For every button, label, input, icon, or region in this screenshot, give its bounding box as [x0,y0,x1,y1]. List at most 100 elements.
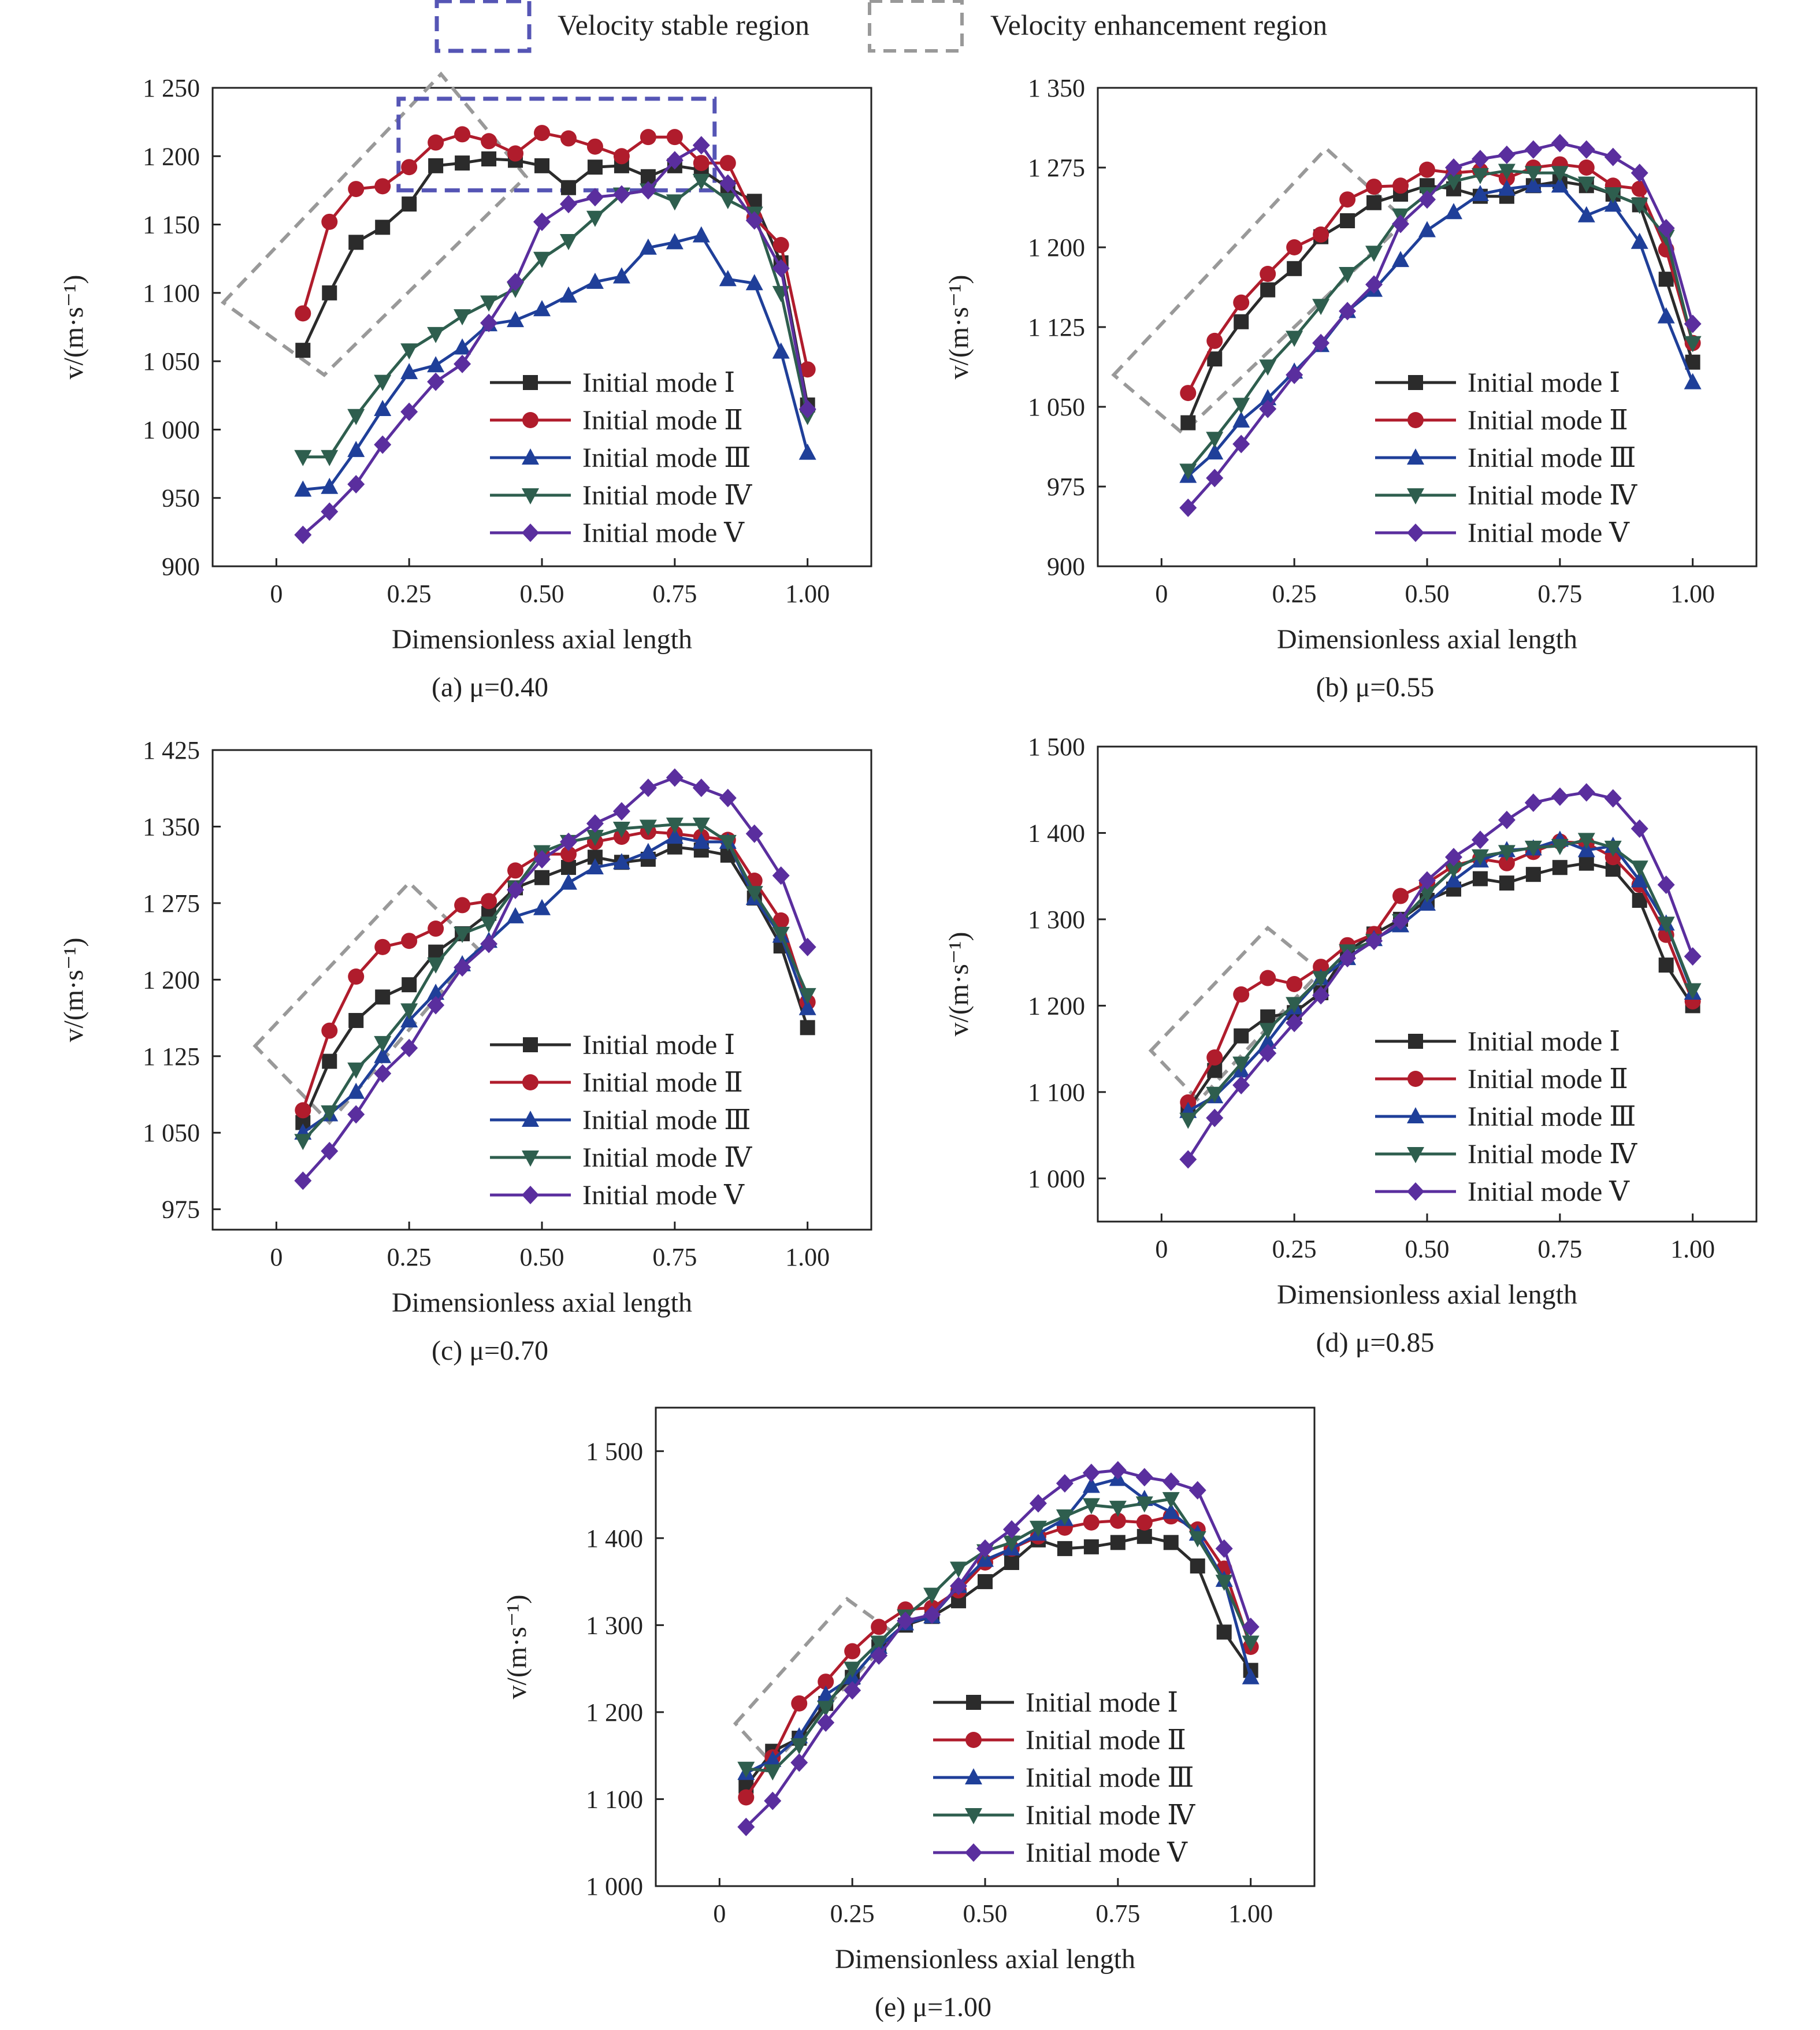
data-point [455,155,470,171]
x-tick-label: 1.00 [1228,1899,1273,1928]
y-tick-label: 1 500 [586,1437,643,1465]
data-point [586,858,604,875]
chart-panel-1: 0 0.25 0.50 0.75 1.00 900 950 1 000 1 050 1 100 1 … [58,71,872,703]
data-point [666,827,684,844]
data-point [818,1673,834,1690]
x-tick-label: 1.00 [785,1243,830,1271]
y-tick-label: 1 275 [1028,154,1085,182]
data-point [844,1661,861,1678]
data-point [1232,411,1250,428]
data-point [923,1605,941,1624]
data-point [1444,158,1462,177]
data-point [772,237,789,254]
data-point [639,181,657,200]
data-point [375,220,391,235]
data-point [347,1105,365,1124]
legend-label: Initial mode Ⅳ [582,480,752,511]
data-point [1577,176,1595,193]
data-point [322,1053,337,1069]
data-point [1162,1492,1180,1509]
data-point [321,502,339,521]
legend-marker [1407,524,1424,542]
data-point [402,196,417,212]
y-tick-label: 975 [1047,473,1085,501]
data-point [1498,179,1516,196]
legend-label: Initial mode Ⅰ [582,1030,735,1060]
x-tick-label: 0.50 [1405,580,1450,608]
data-point [1418,221,1436,237]
data-point [798,988,816,1004]
data-point [1577,140,1595,159]
legend-label: Initial mode Ⅲ [1026,1762,1194,1793]
data-point [1109,1501,1127,1517]
x-tick-label: 0.25 [1272,1235,1317,1263]
data-point [1498,145,1516,164]
x-tick-label: 0.75 [1537,1235,1582,1263]
data-point [639,843,657,859]
series-4 [1179,164,1702,480]
y-tick-label: 1 050 [1028,393,1085,421]
data-point [347,440,365,457]
data-point [1232,1075,1250,1094]
data-point [745,211,763,230]
legend-label: Initial mode Ⅳ [1468,480,1637,511]
data-point [666,233,684,250]
data-point [586,210,604,227]
data-point [348,968,365,985]
y-tick-label: 900 [162,552,200,581]
data-point [1684,373,1702,389]
data-point [1188,1531,1206,1547]
data-point [870,1646,888,1665]
data-point [559,832,577,851]
enhancement-region-label: Velocity enhancement region [990,9,1327,41]
series-4 [294,173,816,466]
panel-caption: (b) μ=0.55 [1316,672,1435,703]
data-point [1179,498,1197,517]
x-axis-label: Dimensionless axial length [1277,624,1577,655]
legend-label: Initial mode Ⅴ [1026,1838,1188,1868]
data-point [534,125,550,142]
data-point [1604,195,1622,212]
data-point [1577,783,1595,802]
data-point [1365,275,1383,294]
data-point [1259,399,1277,418]
data-point [950,1561,968,1578]
x-axis-label: Dimensionless axial length [392,1287,692,1318]
data-point [764,1764,782,1781]
data-point [1339,302,1357,321]
data-point [1232,1056,1250,1073]
series-5 [294,768,816,1190]
data-point [454,897,471,914]
legend-marker [1407,448,1424,465]
data-point [666,817,684,834]
x-tick-label: 0 [713,1899,726,1928]
data-point [374,374,392,391]
data-point [1029,1520,1047,1537]
data-point [1419,161,1435,178]
data-point [1286,239,1303,255]
data-point [401,159,418,176]
data-point [798,399,816,418]
data-point [1260,266,1276,282]
data-point [1056,1474,1074,1493]
x-tick-label: 0.75 [1537,580,1582,608]
data-point [1313,226,1329,243]
data-point [586,830,604,847]
data-point [1630,232,1648,249]
data-point [844,1643,861,1660]
data-point [427,996,445,1015]
data-point [1365,932,1383,951]
y-tick-label: 975 [162,1196,200,1224]
data-point [1392,177,1409,194]
data-point [1444,862,1462,879]
data-point [1002,1535,1020,1552]
legend-marker [1407,412,1424,428]
data-point [871,1619,887,1635]
data-point [1498,811,1516,830]
data-point [1135,1468,1153,1487]
data-point [1418,190,1436,209]
data-point [1242,1668,1260,1684]
data-point [480,313,498,332]
data-point [1207,351,1223,367]
data-point [347,409,365,425]
